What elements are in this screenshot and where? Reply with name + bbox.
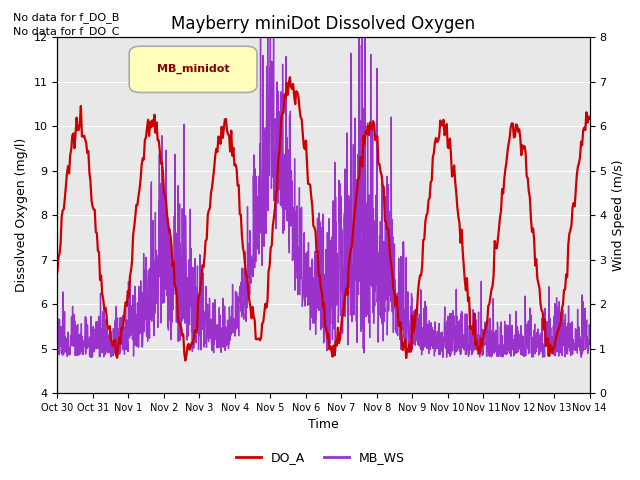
MB_WS: [81, 341, 88, 347]
Legend: DO_A, MB_WS: DO_A, MB_WS: [230, 446, 410, 469]
MB_WS: [298, 303, 306, 309]
Text: MB_minidot: MB_minidot: [157, 64, 229, 74]
MB_WS: [571, 341, 579, 347]
Y-axis label: Wind Speed (m/s): Wind Speed (m/s): [612, 159, 625, 271]
Y-axis label: Dissolved Oxygen (mg/l): Dissolved Oxygen (mg/l): [15, 138, 28, 292]
MB_WS: [586, 334, 593, 339]
DO_A: [372, 134, 380, 140]
MB_WS: [571, 344, 579, 349]
MB_WS: [312, 252, 320, 258]
DO_A: [312, 228, 319, 234]
Title: Mayberry miniDot Dissolved Oxygen: Mayberry miniDot Dissolved Oxygen: [172, 15, 476, 33]
MB_WS: [473, 332, 481, 337]
DO_A: [286, 74, 294, 80]
DO_A: [308, 203, 316, 209]
X-axis label: Time: Time: [308, 419, 339, 432]
Line: DO_A: DO_A: [58, 77, 589, 360]
FancyBboxPatch shape: [129, 46, 257, 93]
DO_A: [586, 116, 593, 121]
DO_A: [344, 292, 351, 298]
MB_WS: [54, 338, 61, 344]
Text: No data for f_DO_B: No data for f_DO_B: [13, 12, 119, 23]
DO_A: [182, 358, 189, 363]
MB_WS: [257, 35, 264, 40]
MB_WS: [439, 354, 447, 360]
DO_A: [54, 269, 61, 275]
Line: MB_WS: MB_WS: [58, 37, 589, 357]
DO_A: [492, 243, 500, 249]
DO_A: [575, 160, 583, 166]
Text: No data for f_DO_C: No data for f_DO_C: [13, 26, 119, 37]
